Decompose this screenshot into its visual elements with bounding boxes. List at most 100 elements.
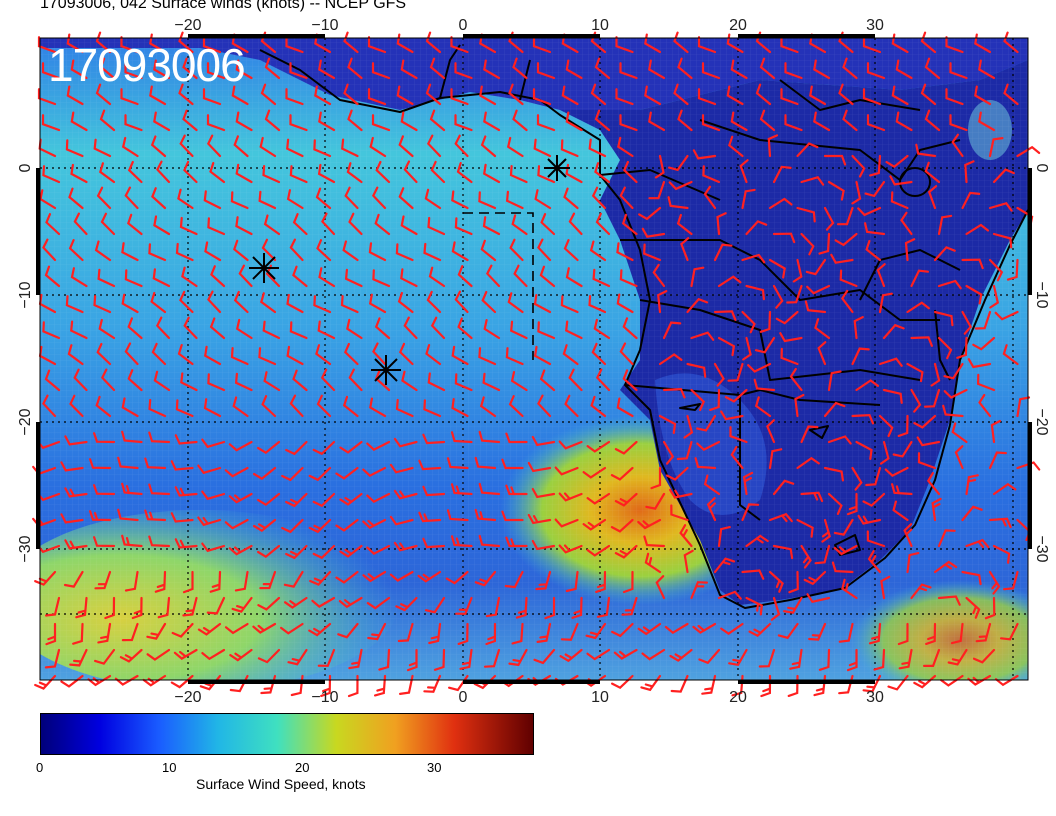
- wind-barb: [846, 648, 858, 672]
- wind-barb: [951, 133, 964, 158]
- wind-barb: [713, 310, 737, 321]
- wind-barb: [230, 347, 249, 366]
- wind-barb: [558, 544, 583, 554]
- wind-barb: [534, 189, 552, 210]
- wind-barb: [70, 267, 88, 288]
- wind-barb: [1016, 145, 1041, 158]
- wind-barb: [285, 88, 304, 106]
- wind-barb: [1002, 344, 1019, 366]
- wind-barb: [536, 62, 556, 80]
- wind-barb: [1003, 570, 1019, 591]
- wind-barb: [910, 388, 922, 413]
- wind-barbs: [32, 31, 1041, 698]
- wind-barb: [124, 62, 143, 80]
- wind-barb: [972, 336, 996, 351]
- wind-barb: [485, 264, 501, 288]
- lon-labels-top: −20 −10 0 10 20 30: [174, 17, 884, 34]
- wind-barb: [692, 149, 717, 160]
- lon-label: 10: [591, 17, 609, 34]
- wind-barb: [588, 138, 607, 158]
- wind-barb: [758, 648, 776, 668]
- wind-barb: [479, 85, 497, 106]
- wind-barb: [683, 549, 694, 574]
- wind-barb: [565, 320, 583, 340]
- wind-barb: [454, 62, 473, 80]
- wind-barb: [41, 114, 61, 132]
- wind-barb: [920, 31, 937, 54]
- wind-barb: [201, 490, 226, 501]
- wind-barb: [531, 487, 556, 499]
- wind-barb: [316, 394, 332, 418]
- storm-markers: [249, 155, 570, 385]
- wind-barb: [821, 518, 831, 543]
- wind-barb: [230, 191, 249, 210]
- wind-barb: [533, 294, 552, 314]
- wind-barb: [427, 216, 446, 236]
- wind-barb: [965, 596, 981, 619]
- wind-barb: [260, 292, 277, 314]
- wind-barb: [827, 180, 845, 201]
- wind-barb: [931, 497, 942, 522]
- wind-barb: [739, 159, 749, 184]
- wind-barb: [865, 239, 882, 262]
- wind-barb: [480, 135, 497, 158]
- wind-barb: [915, 143, 937, 158]
- wind-barb: [454, 373, 473, 392]
- wind-barb: [120, 36, 139, 54]
- wind-barb: [713, 362, 725, 387]
- wind-barb: [75, 596, 88, 619]
- wind-barb: [706, 497, 717, 522]
- wind-barb: [536, 114, 556, 132]
- wind-barb: [197, 464, 222, 475]
- wind-barb: [262, 320, 281, 340]
- wind-barb: [426, 290, 442, 314]
- lon-label: 20: [729, 689, 747, 706]
- wind-barb: [234, 372, 253, 392]
- wind-barb: [375, 160, 391, 184]
- wind-barb: [586, 492, 611, 505]
- wind-barb: [157, 596, 171, 619]
- wind-barb: [544, 596, 556, 620]
- wind-barb: [150, 135, 167, 158]
- wind-barb: [478, 482, 501, 496]
- wind-barb: [289, 165, 308, 184]
- wind-barb: [784, 114, 803, 132]
- wind-barb: [97, 268, 116, 288]
- wind-barb: [335, 466, 359, 480]
- wind-barb: [662, 387, 686, 399]
- wind-barb: [285, 440, 308, 456]
- lat-label: 0: [17, 163, 34, 172]
- wind-barb: [937, 279, 962, 290]
- wind-barb: [590, 83, 607, 106]
- wind-barb: [127, 317, 143, 340]
- wind-barb: [485, 622, 497, 646]
- wind-barb: [676, 213, 693, 236]
- wind-barb: [182, 57, 198, 80]
- wind-barb: [728, 648, 748, 667]
- wind-barb: [455, 596, 473, 615]
- wind-barb: [146, 648, 171, 661]
- wind-barb: [451, 241, 469, 262]
- wind-barb: [320, 368, 336, 392]
- wind-barb: [616, 242, 634, 262]
- wind-barb: [44, 648, 61, 669]
- wind-barb: [622, 160, 638, 184]
- wind-barb: [289, 394, 304, 418]
- wind-barb: [745, 220, 768, 236]
- wind-barb: [878, 292, 893, 314]
- wind-barb: [501, 510, 524, 522]
- wind-barb: [535, 570, 552, 591]
- wind-barb: [862, 36, 882, 54]
- wind-barb: [93, 536, 116, 548]
- wind-barb: [965, 284, 983, 305]
- storm-center: [544, 155, 570, 181]
- wind-barb: [554, 518, 579, 528]
- wind-barb: [703, 185, 717, 210]
- wind-barb: [589, 240, 607, 262]
- wind-barb: [818, 232, 831, 255]
- wind-barb: [823, 206, 835, 231]
- lon-label: 0: [459, 17, 468, 34]
- wind-barb: [206, 596, 226, 615]
- wind-barb: [539, 265, 556, 288]
